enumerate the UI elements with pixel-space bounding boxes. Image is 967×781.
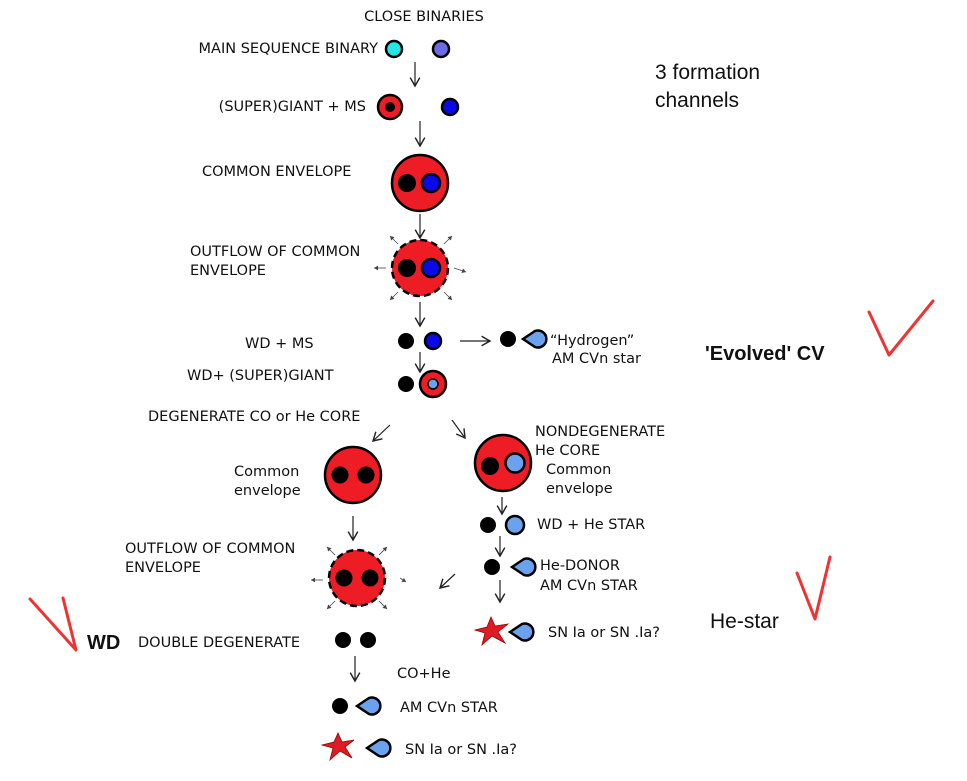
label-ms-binary: MAIN SEQUENCE BINARY [199, 41, 379, 57]
label-outflow2-line2: ENVELOPE [125, 560, 201, 576]
label-outflow1-line1: OUTFLOW OF COMMON [190, 244, 360, 260]
label-wd: WD [87, 632, 120, 654]
label-giant-ms: (SUPER)GIANT + MS [219, 99, 366, 115]
white-dwarf [357, 466, 375, 484]
arrow [438, 573, 456, 589]
white-dwarf [484, 559, 500, 575]
core [331, 466, 349, 484]
white-dwarf [361, 569, 379, 587]
supernova-star-icon [320, 732, 355, 762]
label-he-donor-1: He-DONOR [540, 558, 620, 574]
label-wd-giant: WD+ (SUPER)GIANT [187, 368, 334, 384]
companion [420, 257, 442, 279]
label-he-donor-2: AM CVn STAR [540, 578, 638, 594]
label-co-he: CO+He [397, 666, 451, 682]
arrow [451, 419, 466, 440]
giant-core [385, 102, 395, 112]
ms-star [440, 97, 460, 117]
label-he-star: He-star [710, 610, 779, 633]
donor-teardrop [508, 622, 535, 642]
label-outflow1-line2: ENVELOPE [190, 263, 266, 279]
label-nondegenerate-2: He CORE [535, 443, 600, 459]
checkmark-he-star [795, 555, 832, 621]
side-note-line1: 3 formation [655, 61, 760, 84]
supernova-star-icon [473, 615, 510, 647]
label-nondegenerate-3: Common [546, 462, 611, 478]
white-dwarf [480, 517, 496, 533]
donor-teardrop [521, 329, 548, 349]
giant-core [427, 378, 439, 390]
ms-star [423, 331, 443, 351]
he-core [504, 452, 526, 474]
outflow-arrows [374, 235, 467, 301]
white-dwarf [335, 632, 351, 648]
label-wd-ms: WD + MS [245, 336, 314, 352]
companion [420, 172, 442, 194]
white-dwarf [500, 331, 516, 347]
outflow-arrows [311, 546, 407, 610]
label-am-cvn: AM CVn STAR [400, 700, 498, 716]
cyan-star [384, 39, 404, 59]
checkmark-evolved-cv [867, 299, 935, 357]
core [335, 569, 353, 587]
label-common-envelope: COMMON ENVELOPE [202, 164, 351, 180]
label-nondegenerate-1: NONDEGENERATE [535, 424, 665, 440]
donor-teardrop [355, 696, 382, 716]
label-common-left-1: Common [234, 464, 299, 480]
label-amcvn-star: AM CVn star [552, 351, 641, 367]
label-sn-right: SN Ia or SN .Ia? [548, 625, 660, 641]
outflowing-envelope [327, 548, 387, 608]
donor-teardrop [510, 557, 537, 577]
white-dwarf [481, 457, 499, 475]
diagram-title: CLOSE BINARIES [364, 9, 484, 25]
core [398, 174, 416, 192]
label-outflow2-line1: OUTFLOW OF COMMON [125, 541, 295, 557]
white-dwarf [398, 376, 414, 392]
white-dwarf [398, 333, 414, 349]
label-nondegenerate-4: envelope [546, 481, 613, 497]
he-star [504, 514, 526, 536]
checkmark-wd [28, 596, 78, 652]
label-evolved-cv: 'Evolved' CV [705, 343, 825, 365]
label-degenerate-core: DEGENERATE CO or He CORE [148, 409, 360, 425]
white-dwarf [360, 632, 376, 648]
label-common-left-2: envelope [234, 483, 301, 499]
label-wd-he-star: WD + He STAR [537, 517, 645, 533]
label-sn-bottom: SN Ia or SN .Ia? [405, 742, 517, 758]
label-double-degenerate: DOUBLE DEGENERATE [138, 635, 300, 651]
outflowing-envelope [390, 238, 450, 298]
common-envelope [473, 433, 533, 493]
side-note-line2: channels [655, 89, 739, 112]
lavender-star [431, 39, 451, 59]
common-envelope [323, 445, 383, 505]
arrow [371, 424, 391, 442]
donor-teardrop [365, 738, 392, 758]
label-hydrogen: “Hydrogen” [550, 333, 634, 349]
common-envelope [390, 153, 450, 213]
white-dwarf [332, 698, 348, 714]
core [398, 259, 416, 277]
